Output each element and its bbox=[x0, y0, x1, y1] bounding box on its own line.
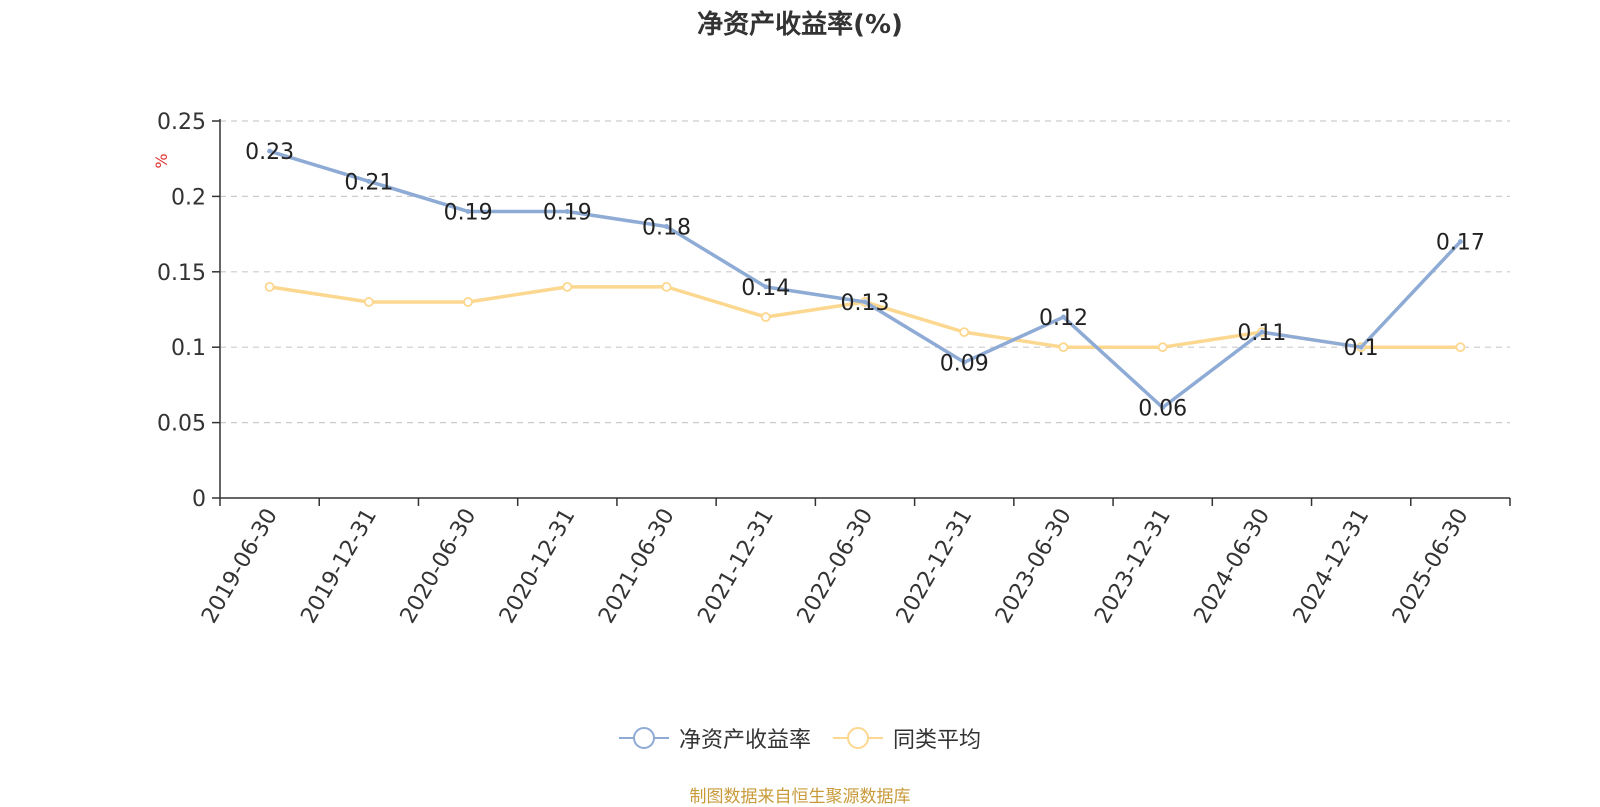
data-point-peer-avg bbox=[562, 281, 573, 292]
x-tick-label: 2021-06-30 bbox=[594, 505, 680, 628]
x-tick-label: 2022-06-30 bbox=[793, 505, 879, 628]
data-label-roe: 0.09 bbox=[940, 351, 989, 376]
y-tick-label: 0.2 bbox=[171, 185, 206, 210]
legend-item-peer-avg[interactable]: 同类平均 bbox=[833, 722, 981, 754]
data-point-roe bbox=[1457, 239, 1463, 245]
data-point-roe bbox=[1160, 405, 1166, 411]
legend-peer-avg-label: 同类平均 bbox=[893, 728, 982, 753]
x-tick-label: 2025-06-30 bbox=[1388, 505, 1474, 628]
data-label-roe: 0.21 bbox=[344, 170, 393, 195]
data-point-roe bbox=[1259, 329, 1265, 335]
data-point-roe bbox=[1358, 344, 1364, 350]
y-tick-label: 0.05 bbox=[157, 412, 206, 437]
x-tick-label: 2024-12-31 bbox=[1289, 505, 1375, 628]
data-label-roe: 0.17 bbox=[1436, 231, 1485, 256]
data-point-peer-avg bbox=[1455, 342, 1466, 353]
data-point-roe bbox=[366, 178, 372, 184]
x-tick-label: 2023-06-30 bbox=[991, 505, 1077, 628]
y-axis-label: % bbox=[152, 153, 171, 168]
data-point-roe bbox=[1060, 314, 1066, 320]
y-tick-label: 0 bbox=[192, 487, 206, 512]
data-point-roe bbox=[465, 208, 471, 214]
data-labels: 0.23 0.21 0.19 0.19 0.18 0.14 0.13 0.09 0.12 0.06… bbox=[245, 140, 1485, 421]
data-label-roe: 0.19 bbox=[543, 200, 592, 225]
x-tick-label: 2023-12-31 bbox=[1090, 505, 1176, 628]
data-label-roe: 0.13 bbox=[841, 291, 890, 316]
data-point-roe bbox=[961, 359, 967, 365]
data-point-peer-avg bbox=[463, 297, 473, 307]
data-label-roe: 0.23 bbox=[245, 140, 294, 165]
data-point-roe bbox=[763, 284, 769, 290]
legend-roe-icon bbox=[618, 727, 669, 749]
legend-roe-label: 净资产收益率 bbox=[678, 728, 811, 753]
data-point-peer-avg bbox=[1058, 342, 1069, 353]
x-tick-label: 2019-06-30 bbox=[197, 505, 283, 628]
data-point-peer-avg bbox=[1157, 342, 1168, 353]
y-tick-label: 0.1 bbox=[171, 336, 206, 361]
data-point-roe bbox=[564, 208, 570, 214]
legend: 净资产收益率 同类平均 bbox=[0, 722, 1600, 754]
data-label-roe: 0.11 bbox=[1237, 321, 1286, 346]
data-label-roe: 0.14 bbox=[741, 276, 790, 301]
data-point-peer-avg bbox=[264, 281, 275, 292]
grid-lines bbox=[220, 120, 1510, 424]
series-line-roe bbox=[269, 149, 1462, 410]
legend-peer-avg-icon bbox=[833, 727, 883, 749]
x-tick-label: 2022-12-31 bbox=[892, 505, 978, 628]
source-note: 制图数据来自恒生聚源数据库 bbox=[689, 787, 911, 807]
data-point-peer-avg bbox=[363, 297, 374, 307]
data-label-roe: 0.12 bbox=[1039, 306, 1088, 331]
data-point-roe bbox=[862, 299, 868, 305]
x-tick-label: 2020-06-30 bbox=[396, 505, 482, 628]
x-tick-label: 2019-12-31 bbox=[296, 505, 382, 628]
y-tick-label: 0.25 bbox=[157, 110, 206, 135]
y-tick-label: 0.15 bbox=[157, 261, 206, 286]
data-label-roe: 0.18 bbox=[642, 216, 691, 241]
data-point-peer-avg bbox=[661, 281, 672, 292]
chart-title: 净资产收益率(%) bbox=[697, 10, 903, 40]
x-tick-label: 2020-12-31 bbox=[495, 505, 581, 628]
data-label-roe: 0.1 bbox=[1344, 336, 1379, 361]
x-tick-label: 2024-06-30 bbox=[1190, 505, 1276, 628]
data-label-roe: 0.06 bbox=[1138, 397, 1187, 422]
data-point-peer-avg bbox=[760, 312, 771, 322]
x-tick-label: 2021-12-31 bbox=[693, 505, 779, 628]
series-lines bbox=[264, 148, 1466, 411]
data-label-roe: 0.19 bbox=[444, 200, 493, 225]
legend-item-roe[interactable]: 净资产收益率 bbox=[618, 722, 811, 754]
data-point-peer-avg bbox=[959, 327, 970, 338]
data-point-roe bbox=[267, 148, 273, 154]
data-point-roe bbox=[664, 224, 670, 230]
